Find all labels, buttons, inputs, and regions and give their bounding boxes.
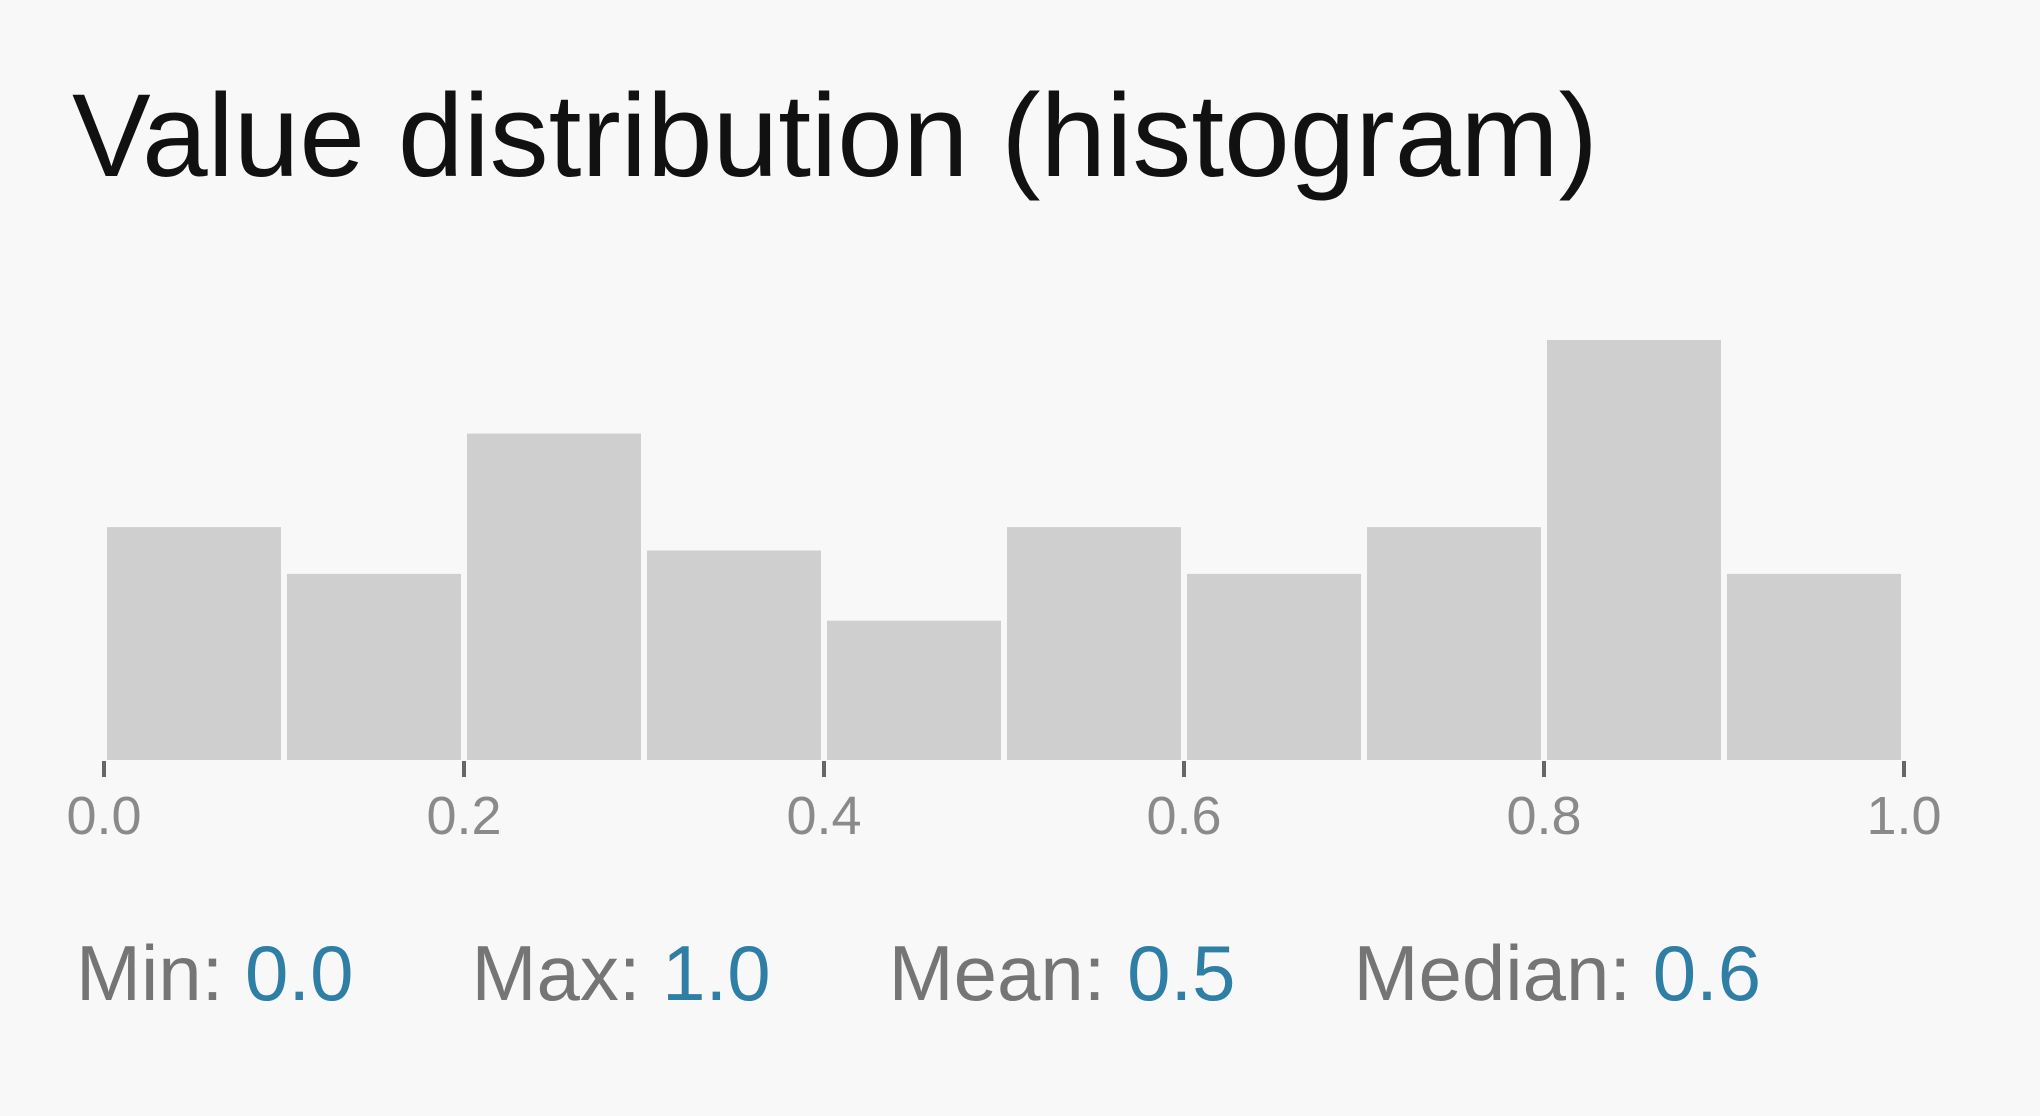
stat-mean-label: Mean: (888, 929, 1106, 1017)
stat-min-value: 0.0 (245, 929, 354, 1017)
x-tick-label-0: 0.0 (66, 786, 141, 846)
stat-max: Max: 1.0 (471, 928, 770, 1019)
stat-mean: Mean: 0.5 (889, 928, 1236, 1019)
histogram-bar-9 (1727, 573, 1901, 761)
histogram-bar-5 (1007, 527, 1181, 761)
x-tick-label-1: 0.2 (426, 786, 501, 846)
stat-max-label: Max: (471, 929, 641, 1017)
stat-median-label: Median: (1353, 929, 1632, 1017)
x-tick-label-5: 1.0 (1866, 786, 1941, 846)
histogram-bar-8 (1547, 340, 1721, 761)
stat-median-value: 0.6 (1652, 929, 1762, 1017)
histogram-bar-4 (827, 620, 1001, 761)
x-tick-label-3: 0.6 (1146, 786, 1221, 846)
chart-title: Value distribution (histogram) (72, 70, 1598, 202)
x-tick-label-4: 0.8 (1506, 786, 1581, 846)
histogram-bar-7 (1367, 527, 1541, 761)
histogram-chart: 0.0 0.2 0.4 0.6 0.8 1.0 (66, 340, 1942, 846)
x-tick-label-2: 0.4 (786, 786, 861, 846)
histogram-bar-2 (467, 433, 641, 761)
summary-stats: Min: 0.0 Max: 1.0 Mean: 0.5 Median: 0.6 (76, 928, 1761, 1019)
histogram-bar-0 (107, 527, 281, 761)
histogram-bar-3 (647, 550, 821, 761)
stat-min: Min: 0.0 (76, 928, 353, 1019)
stat-max-value: 1.0 (662, 929, 771, 1017)
histogram-bar-6 (1187, 573, 1361, 761)
stat-mean-value: 0.5 (1127, 929, 1236, 1017)
histogram-bar-1 (287, 573, 461, 761)
stat-min-label: Min: (76, 929, 224, 1017)
stat-median: Median: 0.6 (1354, 928, 1762, 1019)
